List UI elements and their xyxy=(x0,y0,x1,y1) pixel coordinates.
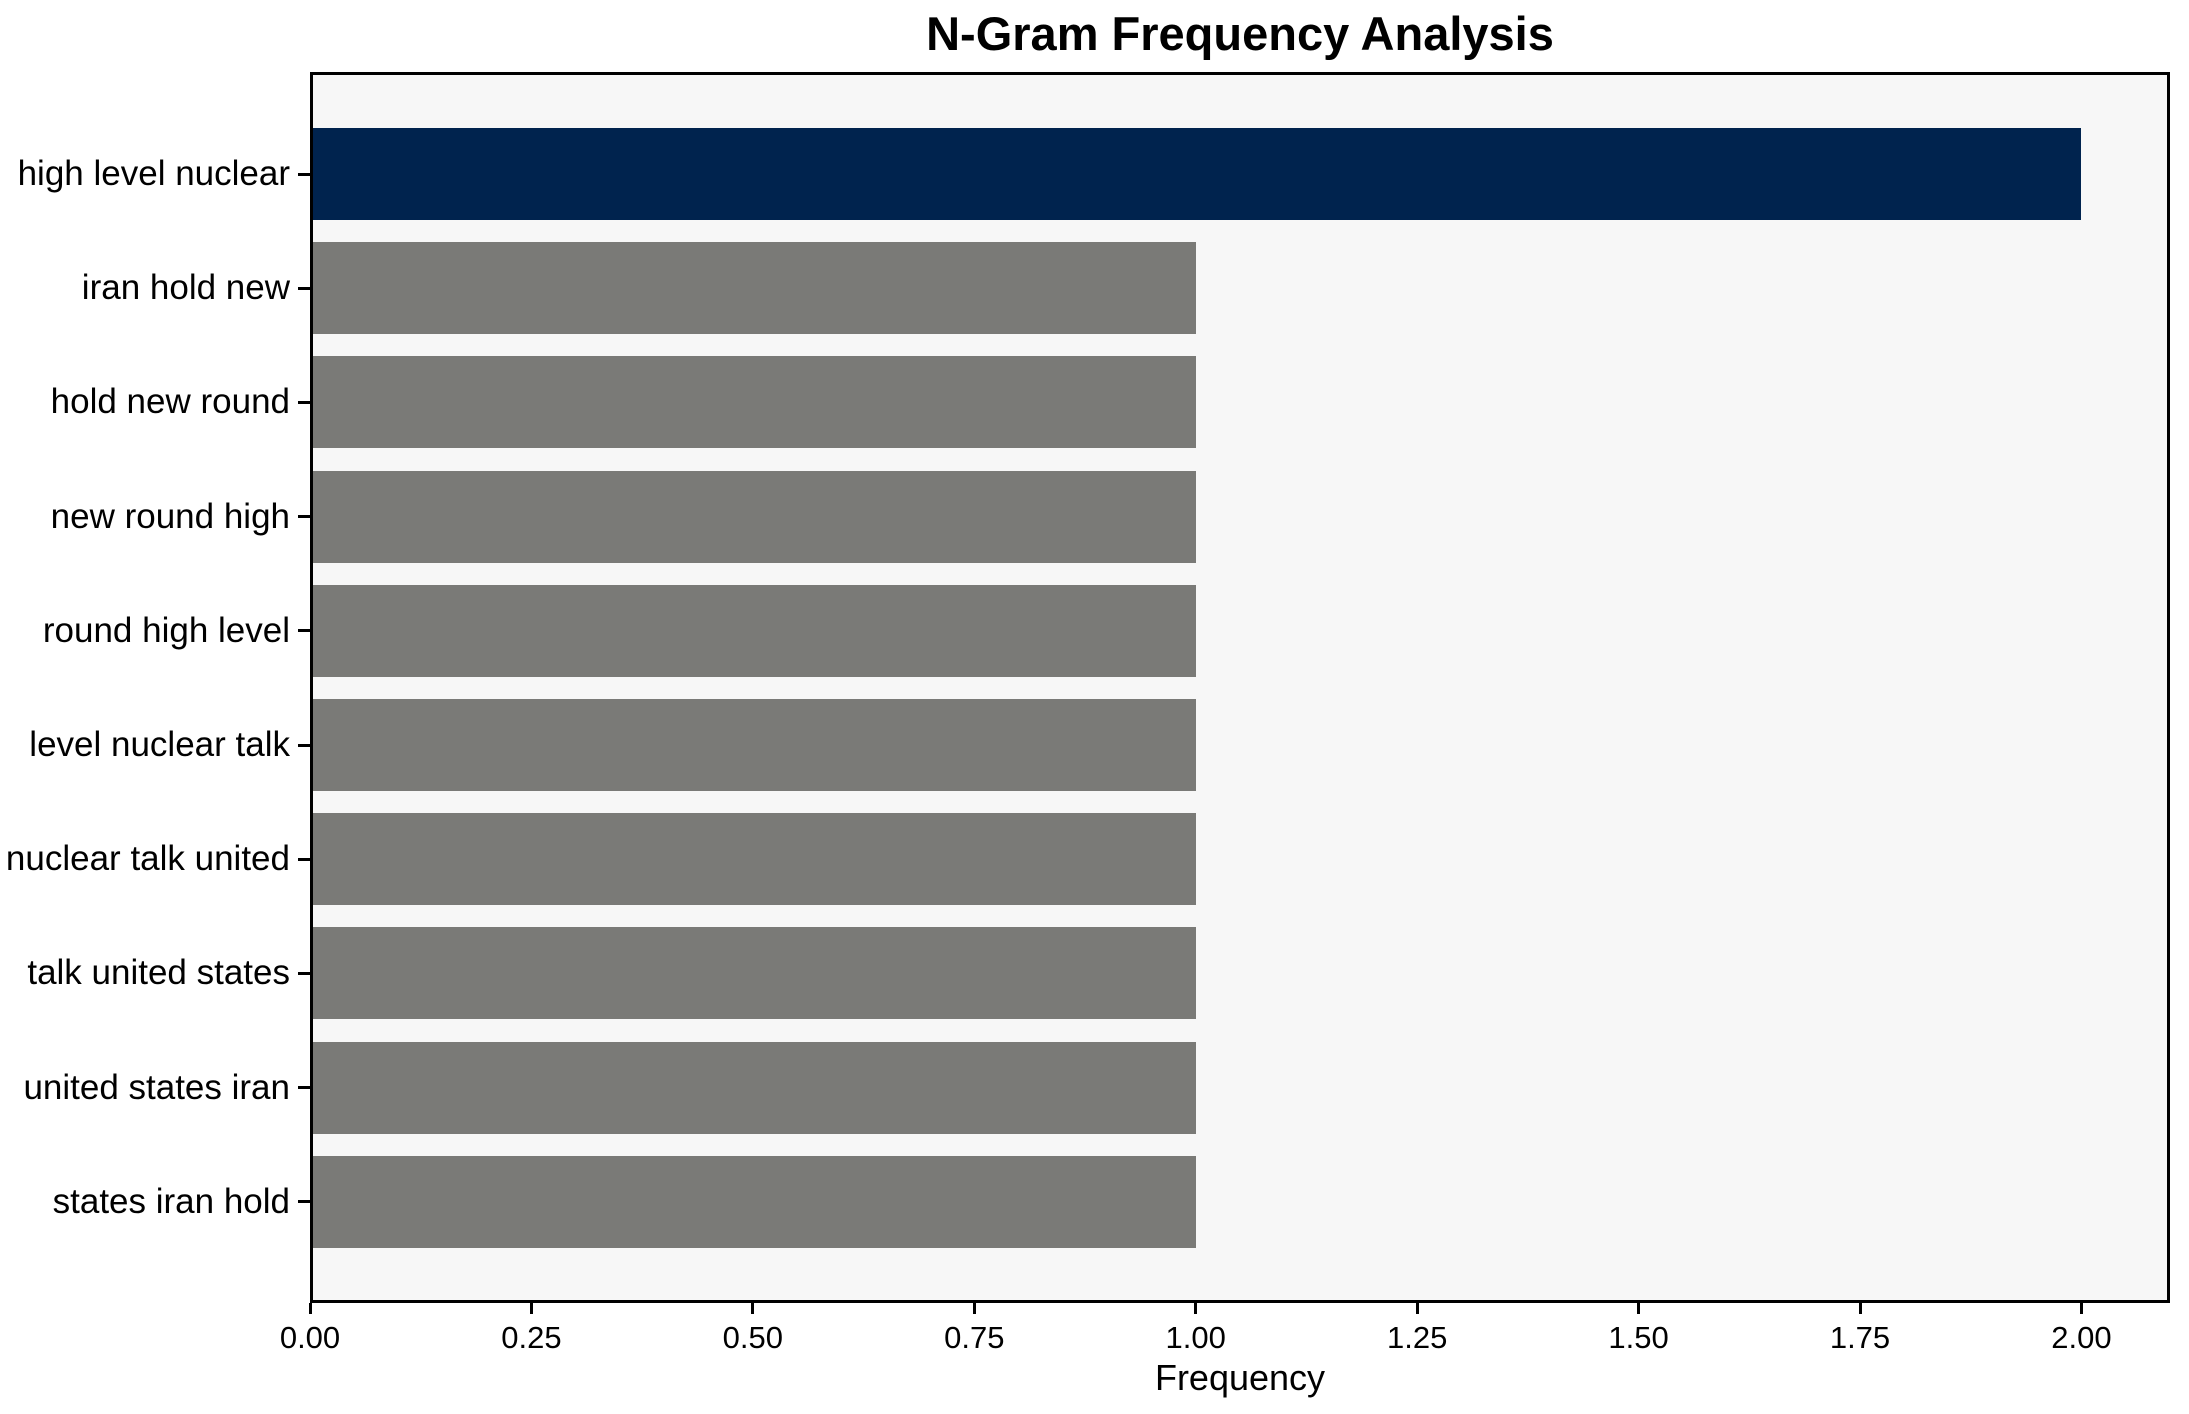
y-tick-mark xyxy=(298,1086,310,1090)
y-tick-label: hold new round xyxy=(50,382,290,422)
y-tick-label: round high level xyxy=(42,610,290,650)
x-tick-mark xyxy=(1194,1303,1198,1314)
x-tick-mark xyxy=(751,1303,755,1314)
bar-united-states-iran xyxy=(310,1041,1196,1134)
y-tick-mark xyxy=(298,971,310,975)
bar-hold-new-round xyxy=(310,356,1196,449)
y-tick-label: talk united states xyxy=(27,953,290,993)
x-tick-mark xyxy=(1415,1303,1419,1314)
x-tick-label: 1.00 xyxy=(1165,1320,1226,1355)
x-tick-label: 0.00 xyxy=(279,1320,341,1355)
bar-iran-hold-new xyxy=(310,242,1196,335)
y-tick-mark xyxy=(298,515,310,519)
x-axis-title: Frequency xyxy=(1154,1357,1326,1398)
x-tick-label: 0.50 xyxy=(722,1320,784,1355)
bar-states-iran-hold xyxy=(310,1155,1196,1248)
bar-round-high-level xyxy=(310,584,1196,677)
chart-title: N-Gram Frequency Analysis xyxy=(926,7,1554,60)
y-tick-mark xyxy=(298,400,310,404)
y-tick-label: high level nuclear xyxy=(17,154,290,193)
y-tick-label: united states iran xyxy=(23,1067,290,1107)
x-tick-label: 1.75 xyxy=(1829,1320,1891,1355)
y-tick-label: new round high xyxy=(50,496,290,536)
y-tick-label: states iran hold xyxy=(52,1181,290,1221)
x-tick-mark xyxy=(1637,1303,1641,1314)
y-tick-mark xyxy=(298,1200,310,1204)
x-tick-mark xyxy=(972,1303,976,1314)
y-tick-mark xyxy=(298,286,310,290)
bar-new-round-high xyxy=(310,470,1196,563)
y-tick-mark xyxy=(298,743,310,747)
y-tick-label: nuclear talk united xyxy=(5,839,290,879)
x-tick-label: 1.25 xyxy=(1386,1320,1448,1355)
plot-area xyxy=(310,72,2170,1303)
x-tick-label: 0.25 xyxy=(501,1320,562,1355)
x-tick-mark xyxy=(1858,1303,1862,1314)
x-tick-mark xyxy=(308,1303,312,1314)
bar-high-level-nuclear xyxy=(310,128,2082,220)
x-tick-mark xyxy=(2079,1303,2083,1314)
y-tick-mark xyxy=(298,857,310,861)
bar-talk-united-states xyxy=(310,927,1196,1020)
x-tick-label: 2.00 xyxy=(2051,1320,2112,1355)
y-tick-label: level nuclear talk xyxy=(29,725,290,764)
y-tick-mark xyxy=(298,629,310,633)
x-tick-label: 1.50 xyxy=(1608,1320,1669,1355)
x-tick-label: 0.75 xyxy=(944,1320,1005,1355)
y-tick-mark xyxy=(298,172,310,176)
bar-nuclear-talk-united xyxy=(310,813,1196,906)
y-tick-label: iran hold new xyxy=(81,268,290,308)
bar-level-nuclear-talk xyxy=(310,699,1196,791)
x-tick-mark xyxy=(529,1303,533,1314)
